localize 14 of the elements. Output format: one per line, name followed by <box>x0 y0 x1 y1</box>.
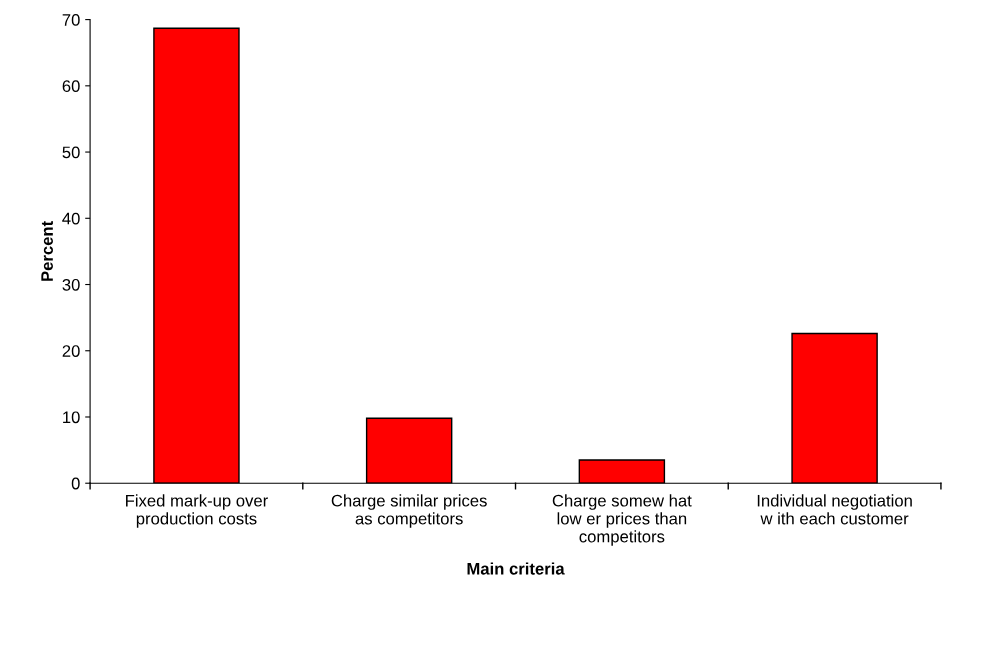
x-axis-title: Main criteria <box>467 562 565 575</box>
y-tick-label: 50 <box>62 146 80 159</box>
y-axis-title: Percent <box>41 221 53 281</box>
x-tick-label: Charge somew hat low er prices than competitors <box>552 494 692 546</box>
x-tick-label: Charge similar prices as competitors <box>331 494 487 528</box>
y-tick-label: 30 <box>62 278 80 291</box>
x-tick-label: Individual negotiation w ith each customer <box>757 494 912 525</box>
y-tick-label: 0 <box>71 477 80 490</box>
y-tick-label: 70 <box>62 13 80 26</box>
x-tick-label: Fixed mark-up over production costs <box>126 494 268 528</box>
y-tick-label: 40 <box>62 212 80 225</box>
y-tick-label: 20 <box>62 345 80 357</box>
y-tick-label: 60 <box>62 80 80 93</box>
y-tick-label: 10 <box>63 411 80 424</box>
